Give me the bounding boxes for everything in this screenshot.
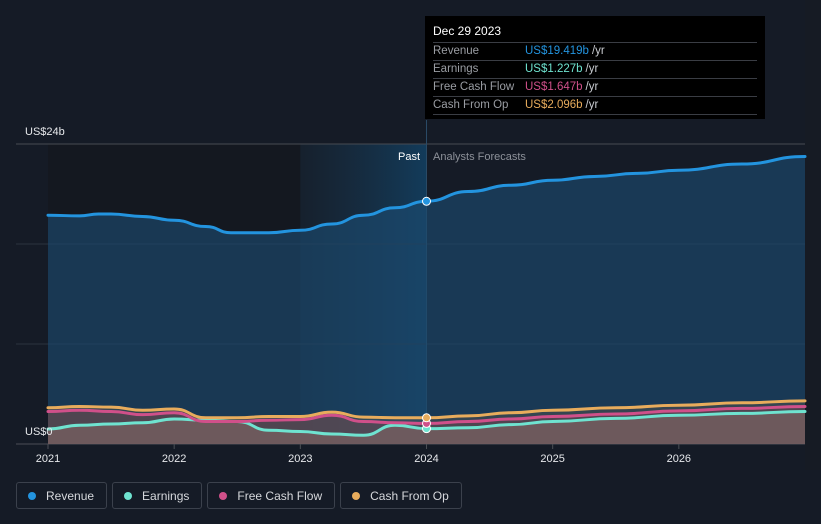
tooltip-label: Revenue	[433, 45, 480, 57]
tooltip-row-revenue: Revenue US$19.419b /yr	[433, 43, 757, 61]
tooltip-row-cash-from-op: Cash From Op US$2.096b /yr	[433, 97, 757, 115]
tooltip-value: US$2.096b	[525, 99, 583, 111]
line-earnings	[46, 410, 807, 437]
legend-label: Revenue	[46, 488, 95, 503]
legend-item-free-cash-flow[interactable]: Free Cash Flow	[207, 482, 336, 509]
forecast-label: Analysts Forecasts	[433, 151, 526, 163]
earnings-dot-icon	[124, 491, 133, 500]
tooltip-label: Cash From Op	[433, 99, 509, 111]
legend-label: Free Cash Flow	[237, 488, 323, 503]
marker-cash-from-op	[422, 413, 431, 423]
line-free-cash-flow	[46, 405, 807, 425]
legend-label: Cash From Op	[370, 488, 449, 503]
marker-layer	[422, 196, 431, 434]
free-cash-flow-dot-icon	[219, 491, 228, 500]
tooltip-unit: /yr	[585, 63, 599, 75]
tooltip-date: Dec 29 2023	[433, 24, 757, 43]
legend-item-revenue[interactable]: Revenue	[16, 482, 108, 509]
tooltip-label: Free Cash Flow	[433, 81, 515, 93]
marker-revenue	[422, 196, 431, 206]
tooltip-row-free-cash-flow: Free Cash Flow US$1.647b /yr	[433, 79, 757, 97]
x-axis: 2021 2022 2023 2024 2025 2026	[36, 444, 691, 465]
tooltip-row-earnings: Earnings US$1.227b /yr	[433, 61, 757, 79]
x-tick-label: 2025	[540, 453, 564, 465]
area-revenue	[48, 156, 805, 444]
line-cash-from-op	[46, 399, 807, 420]
x-tick-label: 2022	[162, 453, 186, 465]
tooltip-value: US$19.419b	[525, 45, 589, 57]
tooltip-value: US$1.227b	[525, 63, 583, 75]
x-tick-label: 2021	[36, 453, 60, 465]
revenue-dot-icon	[28, 491, 36, 500]
tooltip-label: Earnings	[433, 63, 479, 75]
x-tick-label: 2023	[288, 453, 312, 465]
legend: Revenue Earnings Free Cash Flow Cash Fro…	[16, 482, 462, 509]
line-layer	[46, 155, 807, 437]
x-tick-label: 2024	[414, 453, 438, 465]
legend-item-earnings[interactable]: Earnings	[112, 482, 203, 509]
cash-from-op-dot-icon	[352, 491, 361, 500]
tooltip-unit: /yr	[585, 99, 599, 111]
tooltip: Dec 29 2023 Revenue US$19.419b /yr Earni…	[425, 16, 765, 119]
line-revenue	[46, 155, 807, 235]
tooltip-value: US$1.647b	[525, 81, 583, 93]
tooltip-unit: /yr	[585, 81, 599, 93]
y-tick-label-max: US$24b	[25, 126, 65, 138]
legend-label: Earnings	[142, 488, 190, 503]
y-tick-label-min: US$0	[25, 426, 53, 438]
tooltip-unit: /yr	[591, 45, 605, 57]
past-label: Past	[398, 151, 420, 163]
x-tick-label: 2026	[667, 453, 691, 465]
legend-item-cash-from-op[interactable]: Cash From Op	[340, 482, 462, 509]
